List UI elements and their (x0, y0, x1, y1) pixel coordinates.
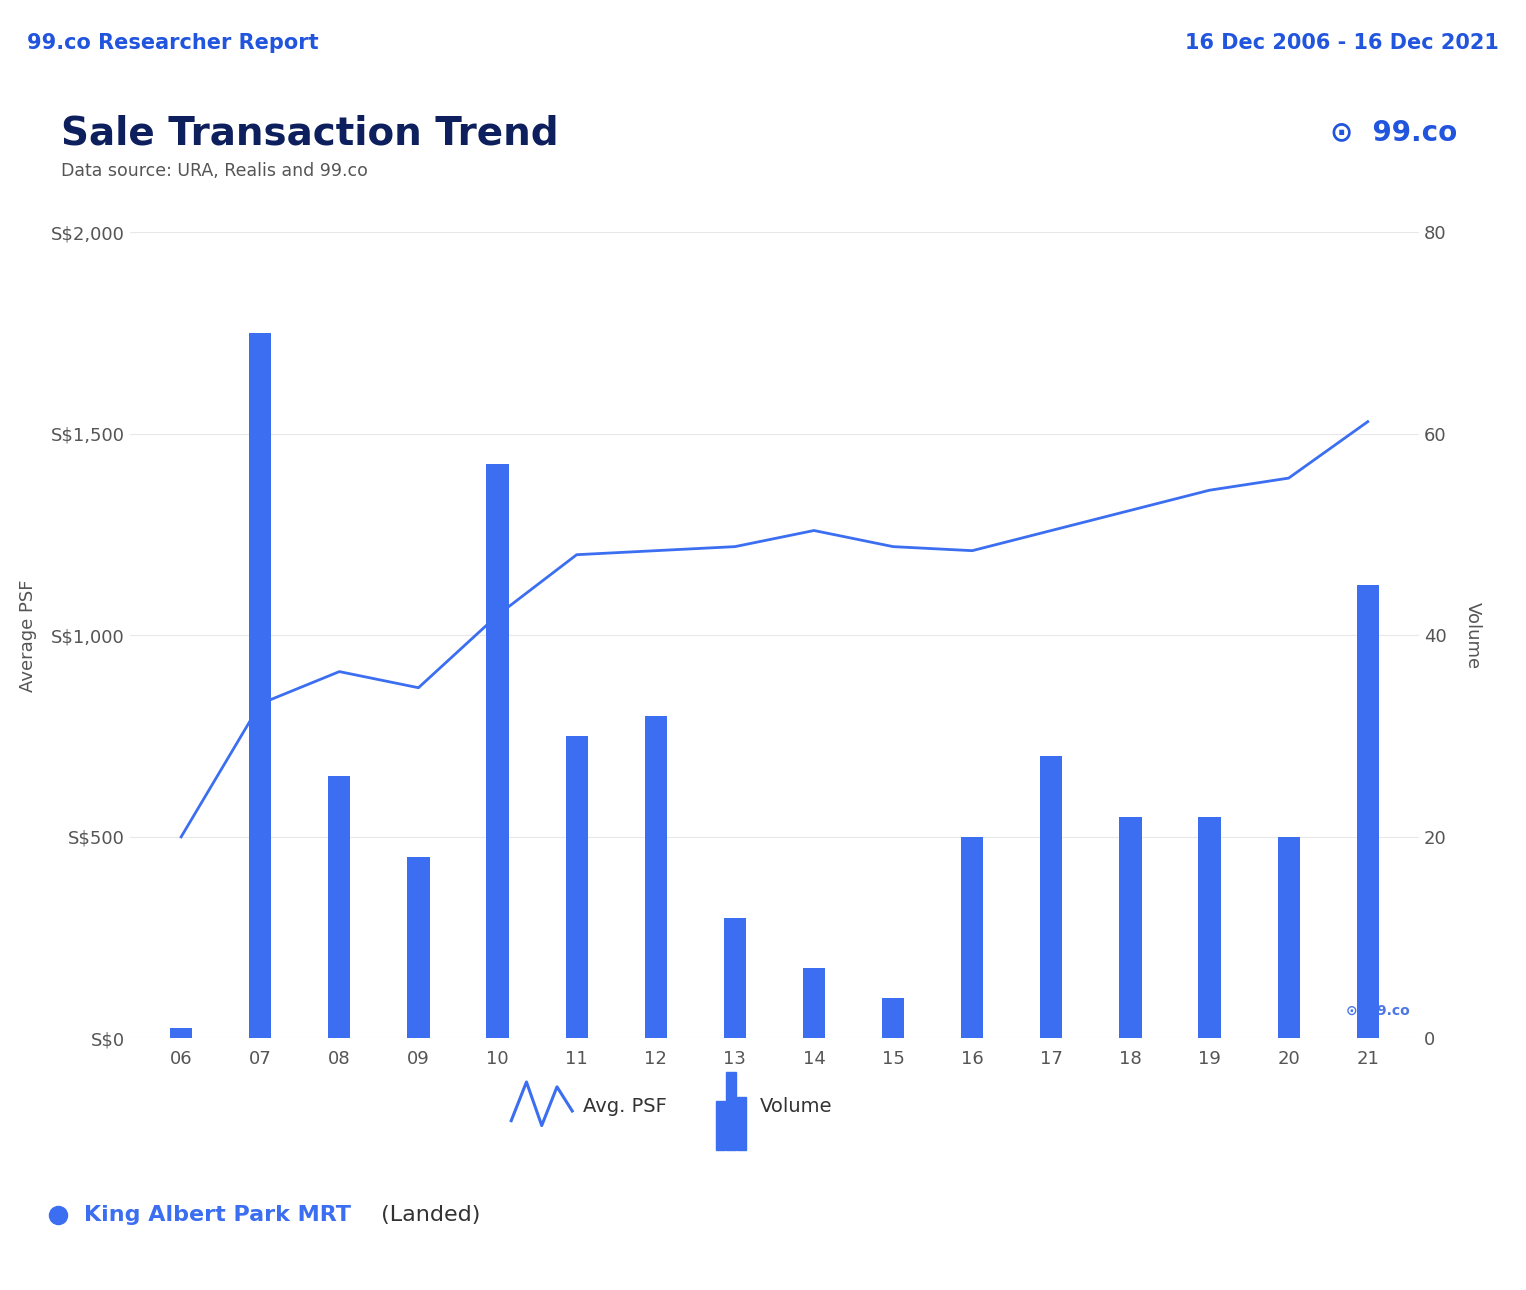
Y-axis label: Volume: Volume (1463, 601, 1482, 670)
Bar (803, 968, 826, 1038)
Bar (1041, 756, 1062, 1038)
Bar (961, 837, 983, 1038)
Bar (1198, 817, 1221, 1038)
Bar (726, 1072, 736, 1149)
Text: (Landed): (Landed) (374, 1205, 481, 1226)
Bar (487, 464, 508, 1038)
Text: ⊙  99.co: ⊙ 99.co (1331, 119, 1457, 146)
Bar (407, 857, 429, 1038)
Bar (644, 716, 667, 1038)
Text: ⊙  99.co: ⊙ 99.co (1346, 1005, 1410, 1018)
Bar (1120, 817, 1141, 1038)
Bar (328, 777, 351, 1038)
Text: Avg. PSF: Avg. PSF (583, 1096, 667, 1116)
Text: 99.co Researcher Report: 99.co Researcher Report (27, 32, 319, 53)
Bar (1277, 837, 1300, 1038)
Bar (1357, 584, 1380, 1038)
Bar (566, 737, 588, 1038)
Text: Sale Transaction Trend: Sale Transaction Trend (61, 115, 559, 152)
Text: Volume: Volume (760, 1096, 833, 1116)
Bar (882, 998, 905, 1038)
Text: 16 Dec 2006 - 16 Dec 2021: 16 Dec 2006 - 16 Dec 2021 (1184, 32, 1499, 53)
Bar (249, 333, 272, 1038)
Bar (723, 917, 746, 1038)
Bar (737, 1096, 746, 1149)
Text: King Albert Park MRT: King Albert Park MRT (84, 1205, 351, 1226)
Bar (716, 1102, 725, 1149)
Bar (169, 1028, 192, 1038)
Text: Data source: URA, Realis and 99.co: Data source: URA, Realis and 99.co (61, 161, 368, 179)
Y-axis label: Average PSF: Average PSF (18, 579, 37, 691)
